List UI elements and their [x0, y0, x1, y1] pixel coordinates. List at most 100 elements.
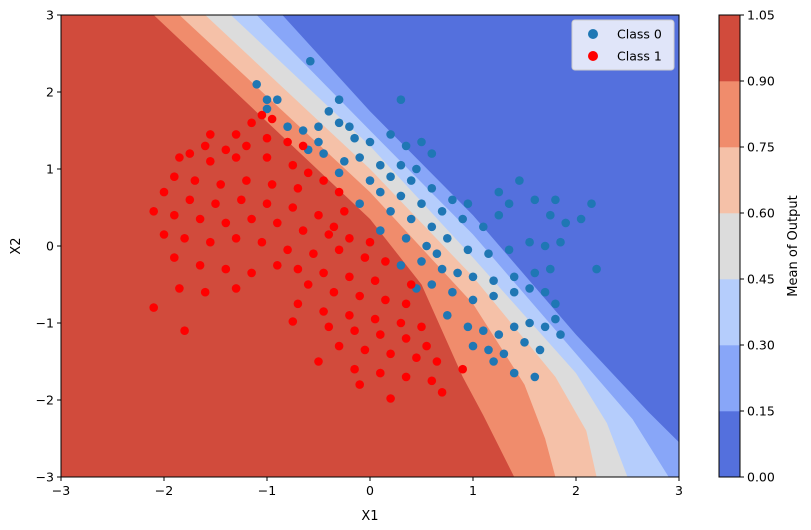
point-class-1-45 — [180, 234, 189, 243]
point-class-0-44 — [494, 210, 504, 220]
colorbar-tick-label: 0.15 — [747, 404, 775, 419]
point-class-1-89 — [432, 357, 442, 366]
point-class-1-91 — [350, 364, 359, 374]
point-class-1-5 — [262, 133, 272, 143]
legend-label-class-0: Class 0 — [617, 27, 662, 42]
point-class-0-52 — [463, 245, 473, 255]
point-class-1-66 — [303, 280, 313, 289]
point-class-1-2 — [267, 114, 277, 124]
point-class-1-6 — [283, 137, 292, 147]
colorbar-tick-label: 0.60 — [747, 206, 775, 221]
point-class-0-49 — [401, 234, 411, 243]
point-class-0-72 — [530, 268, 540, 278]
point-class-0-77 — [489, 291, 498, 301]
point-class-0-57 — [556, 237, 565, 247]
point-class-1-63 — [175, 284, 184, 293]
point-class-1-94 — [427, 376, 437, 386]
point-class-1-49 — [283, 245, 292, 255]
point-class-0-93 — [520, 338, 529, 347]
legend: Class 0 Class 1 — [571, 19, 675, 71]
point-class-1-20 — [170, 172, 179, 181]
point-class-1-14 — [231, 153, 241, 162]
point-class-1-53 — [381, 257, 390, 266]
point-class-0-4 — [306, 56, 315, 66]
point-class-1-97 — [437, 388, 447, 397]
point-class-0-83 — [463, 322, 473, 332]
point-class-1-68 — [355, 291, 365, 301]
point-class-0-90 — [468, 341, 478, 351]
point-class-0-46 — [515, 176, 524, 185]
point-class-1-26 — [159, 187, 169, 197]
point-class-0-33 — [463, 199, 473, 208]
x-tick-label: 0 — [366, 483, 374, 498]
point-class-1-36 — [195, 214, 205, 224]
point-class-0-50 — [422, 241, 431, 251]
point-class-0-47 — [494, 187, 504, 197]
point-class-1-62 — [370, 276, 380, 286]
point-class-0-25 — [396, 160, 406, 170]
y-axis: −3 −2 −1 0 1 2 3 — [36, 8, 61, 485]
point-class-0-37 — [437, 207, 447, 216]
point-class-1-16 — [288, 160, 298, 170]
point-class-1-25 — [293, 184, 303, 193]
point-class-1-7 — [298, 141, 308, 151]
point-class-0-2 — [262, 104, 272, 114]
point-class-0-61 — [551, 195, 560, 205]
point-class-0-87 — [525, 318, 534, 328]
y-axis-label: X2 — [9, 237, 24, 254]
point-class-1-8 — [242, 141, 251, 151]
colorbar-segment-5 — [719, 81, 740, 148]
point-class-0-11 — [334, 118, 344, 128]
point-class-1-18 — [319, 176, 328, 185]
point-class-1-13 — [206, 157, 215, 166]
y-tick-label: 0 — [46, 239, 54, 254]
scatter-points — [149, 56, 601, 403]
x-tick-label: −1 — [258, 483, 276, 498]
point-class-1-85 — [334, 341, 344, 351]
point-class-1-60 — [319, 268, 328, 278]
point-class-0-96 — [509, 368, 519, 378]
point-class-1-80 — [350, 326, 359, 336]
point-class-0-65 — [396, 261, 406, 270]
y-tick-label: 2 — [46, 85, 54, 100]
x-tick-label: 2 — [572, 483, 580, 498]
point-class-1-76 — [396, 318, 406, 328]
point-class-1-55 — [195, 261, 205, 270]
point-class-1-75 — [370, 314, 380, 324]
point-class-1-28 — [211, 199, 220, 208]
point-class-1-78 — [288, 317, 298, 326]
point-class-1-15 — [262, 153, 272, 162]
point-class-1-29 — [237, 195, 246, 205]
point-class-0-74 — [427, 280, 437, 289]
point-class-0-16 — [401, 141, 411, 151]
point-class-0-59 — [546, 210, 555, 220]
point-class-1-47 — [231, 234, 241, 243]
point-class-0-36 — [417, 199, 426, 208]
point-class-1-71 — [149, 303, 158, 312]
point-class-0-80 — [540, 287, 550, 297]
point-class-0-13 — [350, 133, 359, 143]
point-class-0-1 — [262, 95, 272, 104]
point-class-0-3 — [273, 95, 282, 104]
point-class-1-56 — [221, 264, 231, 274]
point-class-1-34 — [149, 207, 158, 216]
y-tick-label: −3 — [36, 470, 54, 485]
point-class-1-84 — [180, 326, 189, 336]
point-class-0-10 — [324, 107, 334, 116]
point-class-1-86 — [360, 345, 370, 355]
point-class-0-43 — [479, 222, 488, 232]
point-class-1-79 — [324, 322, 334, 332]
point-class-0-6 — [396, 95, 406, 104]
point-class-1-31 — [288, 203, 298, 212]
point-class-0-88 — [540, 322, 550, 332]
x-tick-label: 3 — [675, 483, 683, 498]
point-class-1-10 — [200, 141, 210, 151]
point-class-0-32 — [448, 195, 457, 205]
point-class-0-26 — [412, 164, 421, 174]
point-class-0-29 — [386, 172, 395, 181]
point-class-0-7 — [283, 122, 292, 131]
point-class-1-93 — [401, 372, 411, 382]
point-class-1-54 — [170, 253, 179, 262]
colorbar: 0.00 0.15 0.30 0.45 0.60 0.75 0.90 1.05 — [718, 8, 775, 485]
